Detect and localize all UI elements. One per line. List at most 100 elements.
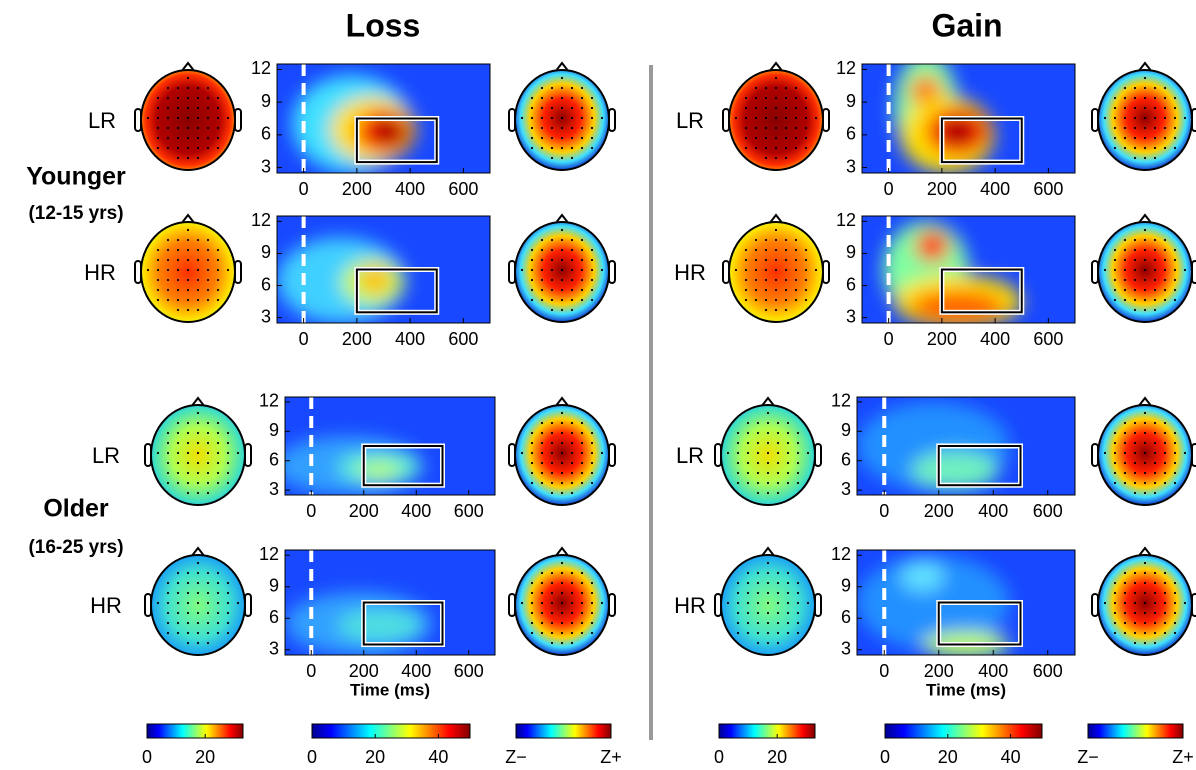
electrode — [1123, 571, 1127, 575]
electrode — [530, 441, 534, 445]
electrode — [590, 126, 594, 130]
electrode — [1113, 288, 1117, 292]
electrode — [550, 136, 554, 140]
electrode — [746, 431, 750, 435]
electrode — [166, 126, 170, 130]
electrode — [176, 601, 180, 605]
electrode — [766, 411, 770, 415]
electrode — [1133, 96, 1137, 100]
electrode — [1153, 471, 1157, 475]
electrode — [736, 431, 740, 435]
electrode — [570, 631, 574, 635]
electrode — [1123, 96, 1127, 100]
electrode — [1143, 571, 1147, 575]
electrode — [560, 96, 564, 100]
electrode — [226, 621, 230, 625]
electrode — [560, 228, 564, 232]
electrode — [1163, 591, 1167, 595]
colorbar-tick-label: 20 — [195, 747, 215, 767]
electrode — [590, 581, 594, 585]
electrode — [206, 611, 210, 615]
electrode — [796, 461, 800, 465]
electrode — [784, 156, 788, 160]
electrode — [1173, 591, 1177, 595]
electrode — [186, 581, 190, 585]
nose — [554, 61, 570, 73]
electrode — [756, 441, 760, 445]
electrode — [1143, 581, 1147, 585]
electrode — [796, 431, 800, 435]
electrode — [1133, 571, 1137, 575]
electrode — [1133, 116, 1137, 120]
electrode — [756, 611, 760, 615]
electrode — [774, 116, 778, 120]
electrode — [216, 96, 220, 100]
electrode — [746, 581, 750, 585]
electrode — [774, 278, 778, 282]
electrode — [1123, 116, 1127, 120]
head — [140, 69, 236, 171]
electrode — [560, 601, 564, 605]
electrode — [1123, 461, 1127, 465]
electrode — [1113, 126, 1117, 130]
electrode — [1153, 248, 1157, 252]
electrode — [1153, 106, 1157, 110]
electrode — [1103, 116, 1107, 120]
electrode — [1133, 471, 1137, 475]
electrode — [590, 136, 594, 140]
tf-map — [857, 397, 1075, 495]
electrode — [570, 238, 574, 242]
electrode — [570, 96, 574, 100]
electrode — [226, 451, 230, 455]
nose — [1137, 546, 1153, 558]
electrode — [590, 601, 594, 605]
electrode — [774, 308, 778, 312]
scalp-map — [714, 546, 822, 656]
scalp-map — [144, 546, 252, 656]
electrode — [580, 431, 584, 435]
electrode — [744, 298, 748, 302]
electrode — [786, 601, 790, 605]
electrode — [1143, 136, 1147, 140]
electrode — [206, 441, 210, 445]
electrode — [570, 156, 574, 160]
electrode — [540, 268, 544, 272]
electrode — [206, 268, 210, 272]
electrode — [774, 238, 778, 242]
electrode — [176, 591, 180, 595]
electrode — [1133, 621, 1137, 625]
electrode — [746, 571, 750, 575]
electrode — [794, 106, 798, 110]
electrode — [206, 641, 210, 645]
electrode — [1133, 238, 1137, 242]
electrode — [766, 451, 770, 455]
electrode — [764, 86, 768, 90]
electrode — [1143, 441, 1147, 445]
electrode — [786, 481, 790, 485]
electrode — [754, 268, 758, 272]
electrode — [794, 248, 798, 252]
electrode — [1163, 451, 1167, 455]
electrode — [766, 431, 770, 435]
electrode — [1123, 268, 1127, 272]
electrode — [774, 96, 778, 100]
electrode — [580, 461, 584, 465]
electrode — [774, 126, 778, 130]
electrode — [186, 136, 190, 140]
window-box-inner — [355, 268, 438, 314]
condition-label: LR — [88, 108, 116, 133]
electrode — [196, 481, 200, 485]
electrode — [216, 116, 220, 120]
tf-blob — [357, 265, 393, 296]
electrode — [226, 471, 230, 475]
electrode — [176, 621, 180, 625]
electrode — [580, 146, 584, 150]
electrode — [580, 631, 584, 635]
electrode — [540, 441, 544, 445]
electrode — [1153, 461, 1157, 465]
electrode — [1163, 96, 1167, 100]
tf-blob — [915, 229, 950, 263]
electrode — [754, 248, 758, 252]
electrode — [540, 571, 544, 575]
